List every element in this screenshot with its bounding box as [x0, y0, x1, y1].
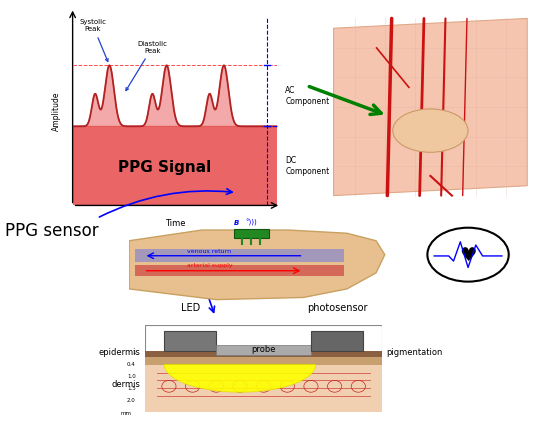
Polygon shape	[73, 65, 277, 126]
Bar	[145, 412, 382, 424]
Text: 1.0: 1.0	[127, 374, 136, 379]
Bar	[233, 229, 268, 238]
Text: dermis: dermis	[112, 380, 140, 389]
Text: Systolic
Peak: Systolic Peak	[80, 19, 108, 62]
Text: B: B	[233, 220, 239, 226]
Bar	[135, 265, 344, 276]
Polygon shape	[73, 126, 277, 205]
Bar	[145, 365, 382, 412]
Text: pigmentation: pigmentation	[387, 348, 443, 357]
Polygon shape	[334, 18, 527, 196]
Text: ♥: ♥	[459, 247, 477, 265]
Text: photosensor: photosensor	[307, 303, 367, 313]
Bar	[216, 345, 311, 355]
Text: Amplitude: Amplitude	[52, 92, 61, 131]
Polygon shape	[129, 230, 385, 300]
Text: Diastolic
Peak: Diastolic Peak	[126, 41, 167, 91]
Text: probe: probe	[251, 345, 276, 354]
Text: epidermis: epidermis	[98, 348, 140, 357]
Text: venous return: venous return	[187, 249, 231, 253]
Text: AC
Component: AC Component	[285, 86, 329, 106]
Bar	[164, 331, 216, 351]
Text: Time: Time	[165, 219, 185, 228]
Ellipse shape	[393, 109, 468, 152]
Text: 1.5: 1.5	[127, 386, 136, 391]
Text: LED: LED	[181, 303, 200, 313]
Text: PPG Signal: PPG Signal	[118, 160, 211, 175]
Text: PPG sensor: PPG sensor	[5, 222, 99, 240]
Bar	[145, 357, 382, 365]
Text: 2.0: 2.0	[127, 398, 136, 403]
Text: °))): °)))	[245, 219, 257, 226]
Bar	[311, 331, 363, 351]
Bar	[135, 249, 344, 262]
Text: mm: mm	[121, 411, 132, 416]
Text: 0.4: 0.4	[127, 362, 136, 367]
Text: DC
Component: DC Component	[285, 156, 329, 175]
Bar	[145, 351, 382, 357]
Text: 1: 1	[132, 351, 136, 355]
Text: arterial supply: arterial supply	[187, 264, 233, 268]
Polygon shape	[164, 365, 316, 392]
